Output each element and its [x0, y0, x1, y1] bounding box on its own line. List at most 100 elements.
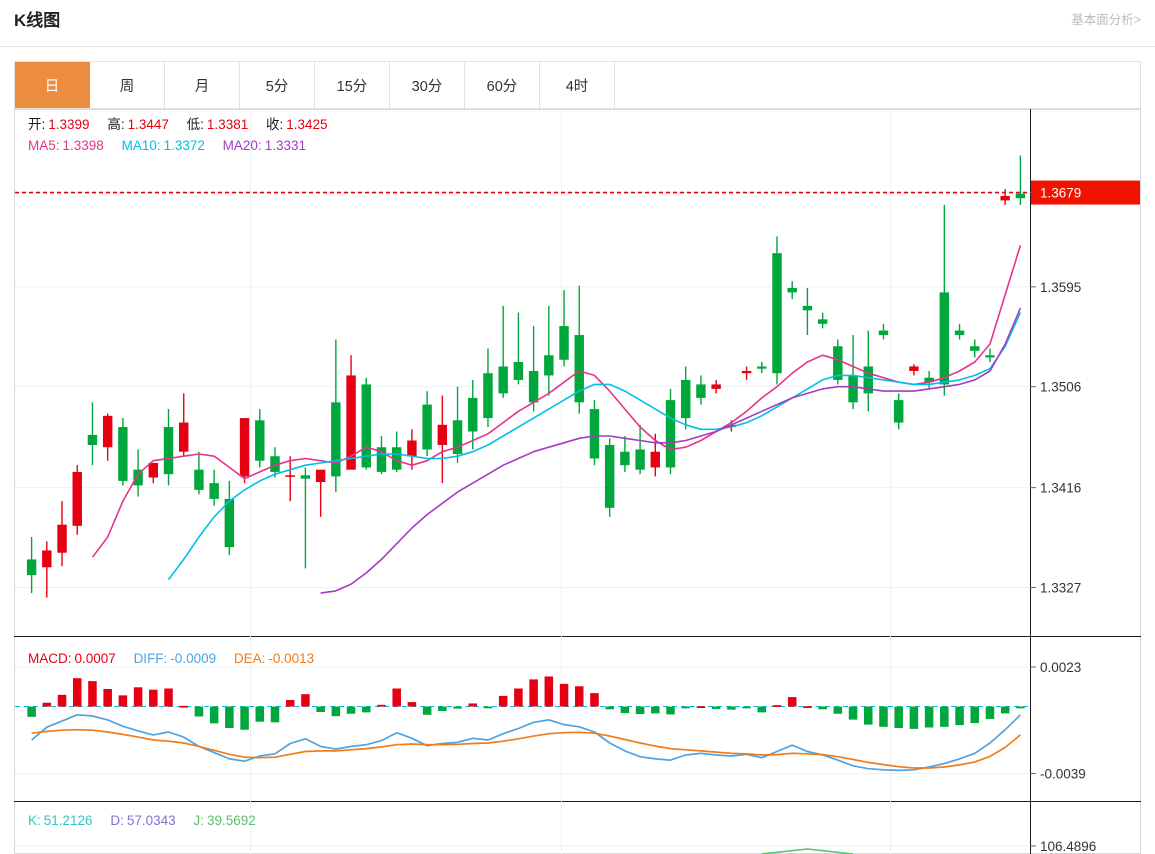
diff-line	[31, 713, 1021, 772]
macd-hist-bar	[894, 706, 903, 729]
macd-hist-bar	[164, 688, 173, 707]
tab-6[interactable]: 30分	[390, 62, 465, 108]
macd-hist-bar	[42, 702, 52, 707]
candle-body	[452, 420, 463, 454]
candle-body	[346, 375, 356, 470]
macd-hist-bar	[270, 706, 280, 723]
macd-hist-bar	[727, 706, 736, 710]
macd-hist-bar	[590, 693, 599, 707]
macd-hist-bar	[498, 695, 508, 707]
macd-hist-bar	[1016, 706, 1025, 709]
candle-body	[72, 471, 82, 526]
candle-body	[57, 524, 67, 553]
macd-hist-bar	[696, 706, 706, 708]
period-tabbar: 日 周 月 5分 15分 30分 60分 4时	[14, 61, 1141, 109]
macd-hist-bar	[179, 705, 188, 708]
candle-body	[422, 404, 432, 450]
candle-body	[787, 287, 797, 293]
macd-hist-bar	[483, 706, 493, 709]
macd-hist-bar	[803, 706, 812, 708]
macd-hist-bar	[742, 706, 751, 709]
tab-1[interactable]: 日	[15, 62, 90, 108]
candle-body	[589, 409, 600, 459]
tabbar-filler	[615, 62, 1140, 108]
fundamental-analysis-link[interactable]: 基本面分析>	[1071, 13, 1141, 27]
dea-line	[31, 728, 1021, 769]
candle-body	[391, 447, 402, 470]
candle-body	[696, 384, 706, 398]
candle-body	[817, 319, 828, 324]
tab-label: 30分	[411, 78, 443, 95]
candle-body	[102, 415, 113, 448]
page-header: K线图 基本面分析>	[0, 0, 1155, 47]
tab-3[interactable]: 月	[165, 62, 240, 108]
macd-hist-bar	[1000, 706, 1010, 714]
candle-body	[513, 361, 524, 380]
macd-hist-bar	[940, 706, 949, 727]
candle-body	[376, 447, 387, 472]
macd-hist-bar	[833, 706, 843, 714]
macd-hist-bar	[194, 706, 204, 717]
macd-hist-bar	[955, 706, 964, 726]
candle-body	[726, 424, 737, 428]
candle-body	[878, 330, 889, 336]
macd-hist-bar	[209, 706, 219, 724]
macd-hist-bar	[149, 689, 158, 707]
ma5-line	[91, 245, 1022, 558]
macd-ytick-label-0: 0.0023	[1040, 660, 1081, 675]
macd-hist-bar	[757, 706, 767, 713]
candle-body	[483, 373, 493, 419]
macd-hist-bar	[879, 706, 888, 727]
candle-body	[650, 451, 661, 468]
ma10-line	[167, 312, 1022, 581]
macd-hist-bar	[453, 706, 462, 709]
candle-body	[42, 550, 52, 568]
tab-4[interactable]: 5分	[240, 62, 315, 108]
macd-hist-bar	[225, 706, 234, 729]
tab-8[interactable]: 4时	[540, 62, 615, 108]
macd-hist-bar	[27, 706, 36, 717]
macd-hist-bar	[924, 706, 934, 728]
macd-hist-bar	[331, 706, 341, 717]
price-ytick-label-4: 1.3327	[1040, 580, 1081, 595]
candle-body	[741, 370, 752, 374]
page-title: K线图	[14, 11, 61, 30]
candle-body	[924, 377, 934, 383]
candle-body	[635, 449, 645, 470]
candle-body	[544, 355, 554, 376]
candle-body	[772, 253, 782, 374]
candle-body	[498, 366, 508, 394]
macd-hist-bar	[559, 683, 569, 707]
tab-7[interactable]: 60分	[465, 62, 540, 108]
price-ytick-label-2: 1.3506	[1040, 380, 1081, 395]
candle-body	[711, 384, 721, 389]
tab-2[interactable]: 周	[90, 62, 165, 108]
last-price-badge	[1031, 180, 1140, 205]
tab-label: 月	[194, 78, 210, 95]
candle-body	[118, 427, 128, 481]
candle-body	[681, 379, 691, 419]
macd-hist-bar	[133, 687, 143, 707]
macd-ytick-label-1: -0.0039	[1040, 767, 1086, 782]
candle-body	[985, 355, 995, 358]
macd-hist-bar	[240, 706, 249, 730]
macd-hist-bar	[88, 681, 97, 707]
candle-body	[224, 498, 235, 548]
macd-hist-bar	[438, 706, 447, 712]
kline-chart-svg[interactable]: 1.3679 1.3595 1.3506 1.3416 1.3327 0.0023 -0.0…	[14, 109, 1141, 854]
candle-body	[528, 370, 539, 403]
candle-body	[468, 397, 478, 432]
candle-body	[604, 445, 615, 508]
candle-body	[848, 375, 858, 403]
macd-hist-bar	[255, 706, 265, 722]
tab-5[interactable]: 15分	[315, 62, 390, 108]
candle-body	[148, 462, 159, 478]
tab-label: 日	[44, 78, 60, 95]
candle-body	[909, 366, 919, 371]
candle-body	[954, 330, 965, 336]
macd-hist-bar	[666, 706, 675, 715]
candle-body	[863, 366, 873, 394]
candle-body	[437, 424, 448, 445]
chart-container[interactable]: 1.3679 1.3595 1.3506 1.3416 1.3327 0.0023 -0.0…	[14, 109, 1141, 854]
macd-hist-bar	[909, 706, 919, 729]
